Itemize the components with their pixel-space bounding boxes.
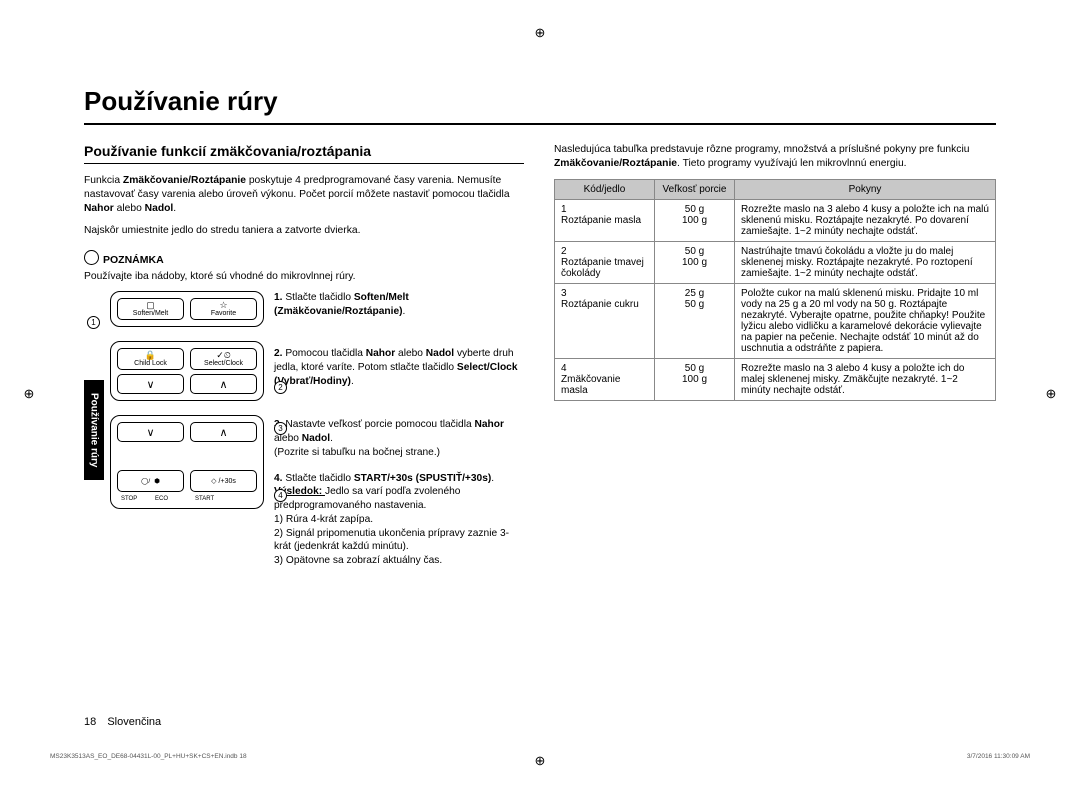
registration-mark-right: ⊕: [1044, 387, 1058, 401]
registration-mark-top: ⊕: [533, 26, 547, 40]
start-plus30-button: ◇ /+30s: [190, 470, 257, 492]
th-instr: Pokyny: [735, 179, 996, 199]
soften-melt-button: ▢ Soften/Melt: [117, 298, 184, 320]
eco-label: ECO: [155, 496, 183, 502]
print-footer: MS23K3513AS_EO_DE68-04431L-00_PL+HU+SK+C…: [50, 753, 1030, 760]
th-size: Veľkosť porcie: [655, 179, 735, 199]
table-row: 3 Roztápanie cukru 25 g 50 g Položte cuk…: [555, 283, 996, 358]
intro-paragraph: Funkcia Zmäkčovanie/Roztápanie poskytuje…: [84, 174, 524, 216]
print-filename: MS23K3513AS_EO_DE68-04431L-00_PL+HU+SK+C…: [50, 753, 247, 760]
language-label: Slovenčina: [107, 716, 161, 728]
step-badge-1: 1: [87, 316, 100, 329]
star-icon: ☆: [219, 301, 227, 310]
step-1: 1. Stlačte tlačidlo Soften/Melt (Zmäkčov…: [274, 291, 524, 319]
soften-icon: ▢: [146, 301, 155, 310]
up-button-2: ∧: [190, 422, 257, 442]
side-tab: Používanie rúry: [84, 380, 104, 480]
note-text: Používajte iba nádoby, ktoré sú vhodné d…: [84, 270, 524, 284]
note-heading: POZNÁMKA: [84, 248, 524, 266]
stop-label: STOP: [117, 496, 149, 502]
child-lock-button: 🔒 Child Lock: [117, 348, 184, 370]
stop-eco-button: ◯/ ⬢: [117, 470, 184, 492]
intro-paragraph-2: Najskôr umiestnite jedlo do stredu tanie…: [84, 224, 524, 238]
table-row: 4 Zmäkčovanie masla 50 g 100 g Rozrežte …: [555, 358, 996, 400]
eco-icon: ⬢: [154, 478, 160, 485]
favorite-button: ☆ Favorite: [190, 298, 257, 320]
print-timestamp: 3/7/2016 11:30:09 AM: [967, 753, 1030, 760]
control-panel-2: 2 🔒 Child Lock ✓⏲ Select/Clock ∨ ∧: [110, 341, 264, 401]
step-3: 3. Nastavte veľkosť porcie pomocou tlači…: [274, 418, 524, 459]
lock-icon: 🔒: [145, 351, 156, 360]
step-2: 2. Pomocou tlačidla Nahor alebo Nadol vy…: [274, 347, 524, 388]
stop-icon: ◯/: [141, 478, 150, 485]
control-panel-1: 1 ▢ Soften/Melt ☆ Favorite: [110, 291, 264, 327]
down-button: ∨: [117, 374, 184, 394]
table-row: 1 Roztápanie masla 50 g 100 g Rozrežte m…: [555, 199, 996, 241]
clock-icon: ✓⏲: [216, 351, 231, 360]
step-4: 4. Stlačte tlačidlo START/+30s (SPUSTIŤ/…: [274, 472, 524, 568]
page-title: Používanie rúry: [84, 86, 996, 125]
start-label: START: [189, 496, 223, 502]
page-footer: 18 Slovenčina: [84, 716, 161, 728]
page-number: 18: [84, 716, 96, 728]
control-panel-3: 3 4 ∨ ∧ ◯/ ⬢ ◇ /+30s: [110, 415, 264, 509]
section-title: Používanie funkcií zmäkčovania/roztápani…: [84, 143, 524, 164]
down-button-2: ∨: [117, 422, 184, 442]
table-intro: Nasledujúca tabuľka predstavuje rôzne pr…: [554, 143, 996, 171]
start-icon: ◇: [211, 478, 216, 486]
select-clock-button: ✓⏲ Select/Clock: [190, 348, 257, 370]
registration-mark-left: ⊕: [22, 387, 36, 401]
cooking-table: Kód/jedlo Veľkosť porcie Pokyny 1 Roztáp…: [554, 179, 996, 401]
th-code: Kód/jedlo: [555, 179, 655, 199]
table-row: 2 Roztápanie tmavej čokolády 50 g 100 g …: [555, 241, 996, 283]
up-button: ∧: [190, 374, 257, 394]
